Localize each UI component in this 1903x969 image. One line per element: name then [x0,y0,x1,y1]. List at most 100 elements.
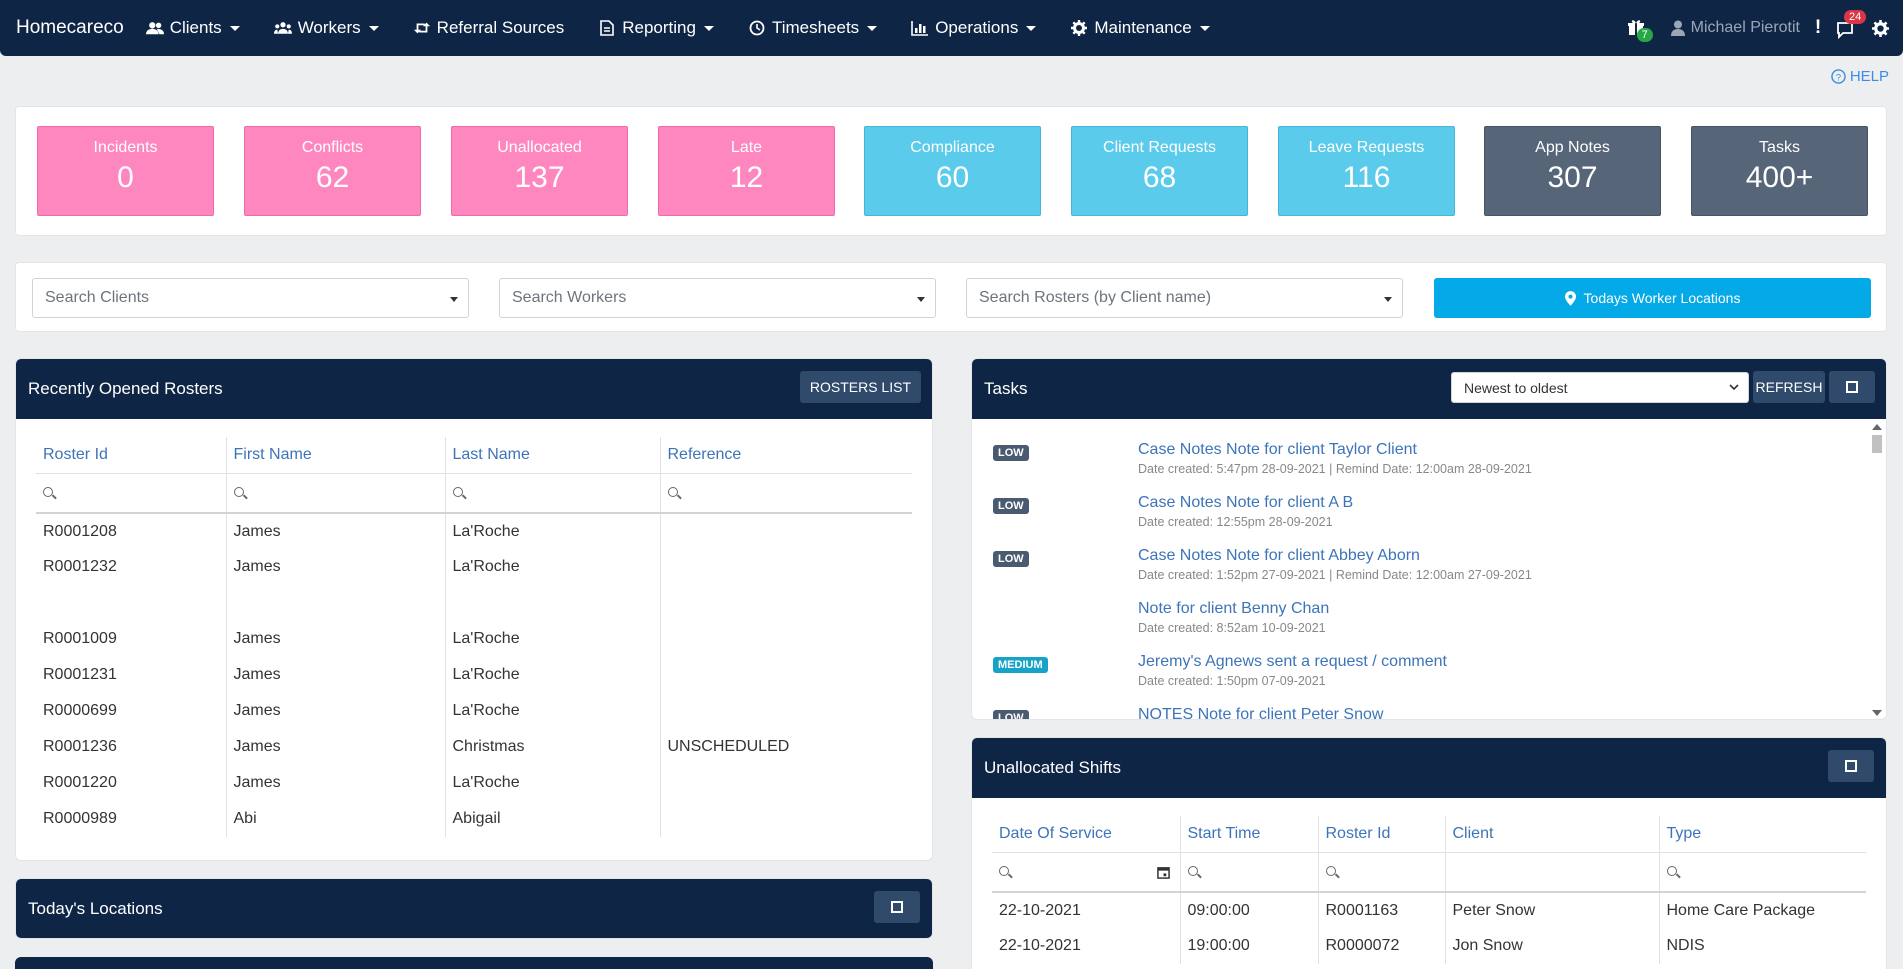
column-header-reference[interactable]: Reference [660,437,912,474]
filter-start-time[interactable] [1180,852,1319,893]
stat-compliance[interactable]: Compliance 60 [864,126,1041,216]
scroll-up-icon[interactable] [1872,424,1882,430]
list-item[interactable]: MEDIUM Jeremy's Agnews sent a request / … [972,653,1886,706]
table-row[interactable]: R0001220 James La'Roche [36,765,912,801]
column-header-start-time[interactable]: Start Time [1180,816,1319,853]
task-title-link[interactable]: Note for client Benny Chan [1138,600,1330,617]
scrollbar-thumb[interactable] [1872,435,1882,453]
tasks-refresh-button[interactable]: REFRESH [1753,371,1825,403]
nav-maintenance[interactable]: Maintenance [1070,18,1210,38]
navbar-right: 7 Michael Pierotit ! 24 [1627,0,1889,56]
column-header-first-name[interactable]: First Name [226,437,446,474]
column-header-last-name[interactable]: Last Name [445,437,661,474]
cell-reference [660,801,912,837]
filter-client[interactable] [1445,852,1660,893]
search-rosters-select[interactable]: Search Rosters (by Client name) [966,278,1403,318]
tasks-scrollbar[interactable] [1870,419,1884,719]
tasks-card: Tasks Newest to oldest REFRESH LOW Case … [971,358,1887,720]
table-row[interactable]: R0000989 Abi Abigail [36,801,912,837]
filter-reference[interactable] [660,473,912,514]
stat-leave-requests[interactable]: Leave Requests 116 [1278,126,1455,216]
task-title-link[interactable]: Case Notes Note for client A B [1138,494,1354,511]
cell-client: Jon Snow [1445,928,1660,964]
stat-incidents[interactable]: Incidents 0 [37,126,214,216]
cell-last-name [445,585,661,621]
table-row[interactable]: R0001232 James La'Roche [36,549,912,585]
list-item[interactable]: LOW Case Notes Note for client Taylor Cl… [972,441,1886,494]
stat-late[interactable]: Late 12 [658,126,835,216]
table-row[interactable]: R0001231 James La'Roche [36,657,912,693]
column-header-roster-id[interactable]: Roster Id [1318,816,1446,853]
search-icon [1187,865,1198,876]
nav-referral-sources[interactable]: Referral Sources [413,18,564,38]
cell-last-name: La'Roche [445,657,661,693]
cell-reference [660,585,912,621]
stat-label: Late [730,139,763,156]
search-workers-select[interactable]: Search Workers [499,278,936,318]
filter-type[interactable] [1659,852,1866,893]
stat-conflicts[interactable]: Conflicts 62 [244,126,421,216]
table-row[interactable] [36,585,912,621]
column-header-client[interactable]: Client [1445,816,1660,853]
column-header-type[interactable]: Type [1659,816,1866,853]
nav-timesheets[interactable]: Timesheets [748,18,878,38]
unallocated-expand-button[interactable] [1828,750,1874,782]
table-row[interactable]: 22-10-2021 09:00:00 R0001163 Peter Snow Home… [992,892,1866,928]
column-header-date-of-service[interactable]: Date Of Service [992,816,1181,853]
search-icon [452,486,463,497]
cell-roster-id: R0000072 [1318,928,1446,964]
table-row[interactable]: 22-10-2021 19:00:00 R0000072 Jon Snow NDIS [992,928,1866,964]
filter-last-name[interactable] [445,473,661,514]
filter-first-name[interactable] [226,473,446,514]
list-item[interactable]: LOW Case Notes Note for client A B Date … [972,494,1886,547]
list-item[interactable]: LOW Case Notes Note for client Abbey Abo… [972,547,1886,600]
gift-button[interactable]: 7 [1627,18,1653,42]
stat-label: Tasks [1759,139,1800,156]
cell-reference [660,657,912,693]
chevron-down-icon [1729,384,1739,391]
cell-start-time: 09:00:00 [1180,892,1319,928]
rosters-list-button[interactable]: ROSTERS LIST [799,371,921,403]
todays-locations-expand-button[interactable] [874,891,920,923]
settings-gear-icon[interactable] [1872,19,1889,37]
nav-workers[interactable]: Workers [273,18,379,38]
list-item[interactable]: LOW NOTES Note for client Peter Snow [972,706,1886,720]
table-row[interactable]: R0001236 James Christmas UNSCHEDULED [36,729,912,765]
stat-client-requests[interactable]: Client Requests 68 [1071,126,1248,216]
cell-roster-id: R0000699 [36,693,227,729]
nav-reporting[interactable]: Reporting [598,18,714,38]
stat-app-notes[interactable]: App Notes 307 [1484,126,1661,216]
comment-icon [1837,22,1853,40]
table-row[interactable]: R0001208 James La'Roche [36,513,912,549]
calendar-icon[interactable] [1156,866,1170,879]
task-title-link[interactable]: Jeremy's Agnews sent a request / comment [1138,653,1447,670]
brand-logo[interactable]: Homecareco [16,17,124,38]
filter-roster-id[interactable] [1318,852,1446,893]
alert-icon[interactable]: ! [1814,17,1822,38]
tasks-expand-button[interactable] [1829,371,1875,403]
nav-operations[interactable]: Operations [911,18,1037,38]
tasks-sort-select[interactable]: Newest to oldest [1451,372,1749,403]
list-item[interactable]: Note for client Benny Chan Date created:… [972,600,1886,653]
help-link[interactable]: ? HELP [1831,68,1889,85]
chevron-down-icon [368,25,379,31]
table-row[interactable]: R0000699 James La'Roche [36,693,912,729]
table-row[interactable]: R0001009 James La'Roche [36,621,912,657]
nav-clients[interactable]: Clients [145,18,240,38]
task-title-link[interactable]: NOTES Note for client Peter Snow [1138,706,1384,720]
todays-worker-locations-button[interactable]: Todays Worker Locations [1434,278,1871,318]
scroll-down-icon[interactable] [1872,710,1882,716]
task-title-link[interactable]: Case Notes Note for client Abbey Aborn [1138,547,1420,564]
column-header-roster-id[interactable]: Roster Id [36,437,227,474]
stat-unallocated[interactable]: Unallocated 137 [451,126,628,216]
task-title-link[interactable]: Case Notes Note for client Taylor Client [1138,441,1417,458]
filter-roster-id[interactable] [36,473,227,514]
cell-roster-id: R0001208 [36,513,227,549]
filter-date-of-service[interactable] [992,852,1181,893]
user-menu[interactable]: Michael Pierotit [1670,19,1800,37]
stat-tasks[interactable]: Tasks 400+ [1691,126,1868,216]
cell-first-name: James [226,765,446,801]
unallocated-shifts-header: Unallocated Shifts [972,738,1886,798]
search-clients-select[interactable]: Search Clients [32,278,469,318]
messages-button[interactable]: 24 [1836,10,1867,40]
